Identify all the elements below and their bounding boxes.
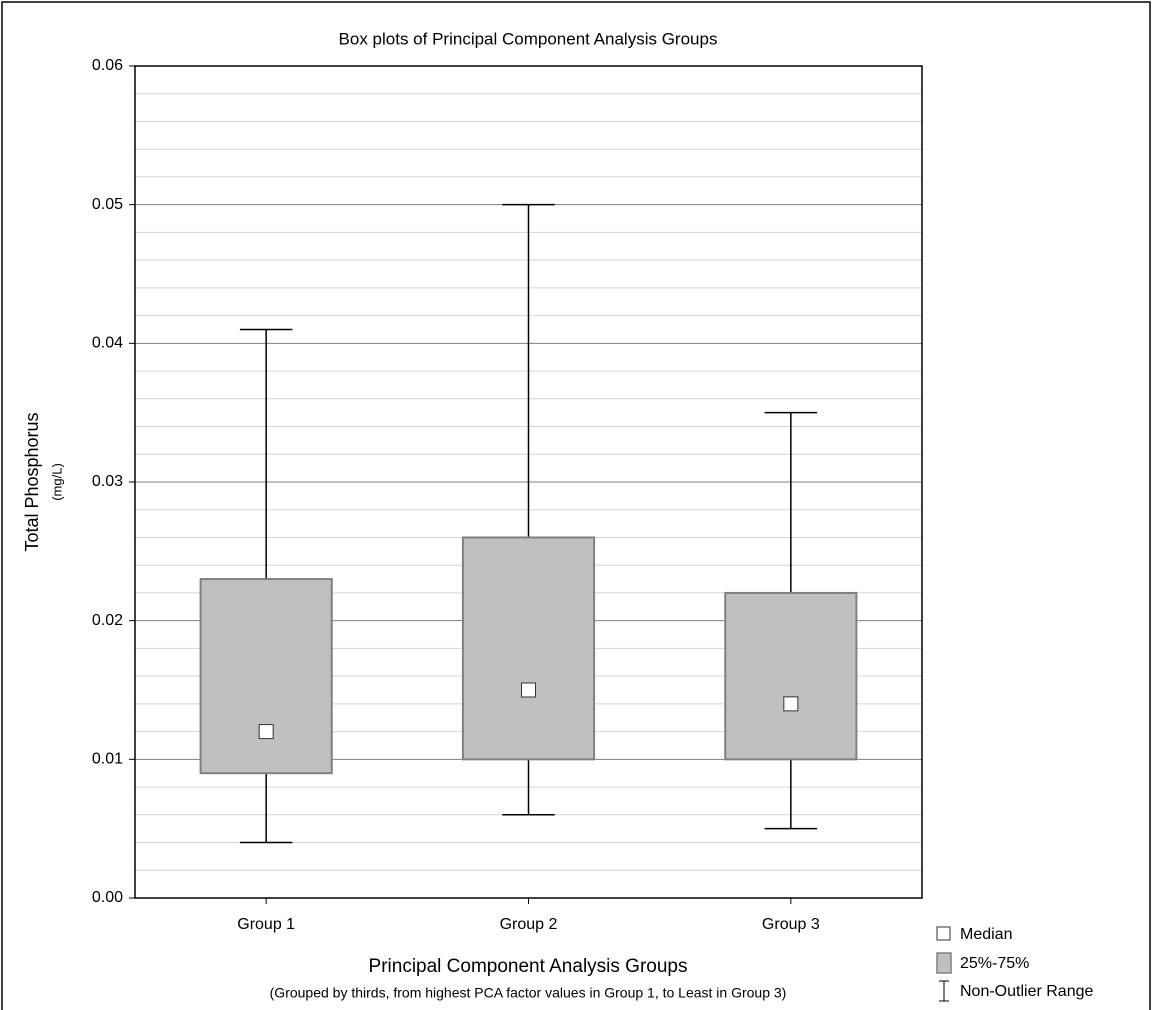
y-axis-sublabel: (mg/L) (49, 463, 64, 501)
y-tick-label: 0.02 (92, 612, 123, 629)
y-tick-label: 0.05 (92, 196, 123, 213)
chart-title: Box plots of Principal Component Analysi… (339, 29, 718, 48)
y-tick-label: 0.04 (92, 335, 123, 352)
box (461, 536, 596, 761)
legend-median-icon (936, 926, 951, 941)
y-tick-label: 0.01 (92, 751, 123, 768)
median-marker (521, 682, 536, 698)
y-axis-label: Total Phosphorus (22, 412, 42, 551)
x-tick-label: Group 2 (500, 916, 558, 933)
box (199, 578, 333, 775)
y-tick-label: 0.03 (92, 473, 123, 490)
x-axis-sublabel: (Grouped by thirds, from highest PCA fac… (270, 985, 787, 1001)
box (724, 591, 858, 761)
legend-box-icon (936, 952, 952, 974)
median-marker (783, 696, 799, 712)
legend-label: Non-Outlier Range (960, 983, 1094, 1000)
x-axis-label: Principal Component Analysis Groups (369, 956, 688, 977)
legend-label: 25%-75% (960, 955, 1029, 972)
x-tick-label: Group 1 (237, 916, 295, 933)
median-marker (258, 724, 274, 740)
y-tick-label: 0.00 (92, 889, 123, 906)
legend-label: Median (960, 926, 1012, 943)
x-tick-label: Group 3 (762, 916, 820, 933)
y-tick-label: 0.06 (92, 57, 123, 74)
